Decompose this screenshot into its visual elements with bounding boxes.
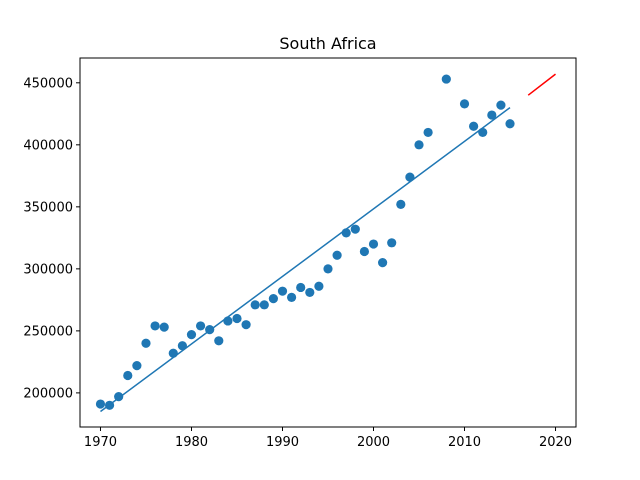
data-point: [195, 321, 206, 331]
data-point: [123, 370, 133, 381]
x-tick-label: 1990: [266, 435, 299, 450]
trend-line: [100, 107, 511, 413]
data-point: [359, 246, 370, 257]
x-axis-ticks: 1970 1980 1990 2000 2010 2020: [84, 427, 572, 450]
data-point: [286, 292, 297, 302]
data-point: [277, 286, 288, 296]
data-point: [141, 338, 151, 348]
y-tick-label: 400000: [23, 138, 73, 153]
data-point: [332, 250, 342, 260]
data-point: [496, 100, 506, 110]
x-tick-label: 1970: [84, 435, 117, 450]
data-point: [323, 264, 333, 274]
y-tick-label: 200000: [23, 386, 73, 401]
data-point: [159, 322, 169, 332]
data-point: [259, 300, 269, 310]
data-point: [505, 119, 515, 129]
chart-title: South Africa: [279, 34, 376, 53]
y-tick-label: 350000: [23, 200, 73, 215]
data-point: [214, 336, 224, 346]
x-tick-label: 2000: [357, 435, 390, 450]
data-point: [150, 321, 160, 331]
y-tick-label: 450000: [23, 76, 73, 91]
y-tick-label: 250000: [23, 324, 73, 339]
x-tick-label: 1980: [175, 435, 208, 450]
data-point: [423, 127, 433, 138]
data-point: [414, 140, 424, 150]
y-axis-ticks: 200000 250000 300000 350000 400000 450000: [23, 76, 80, 401]
data-point: [487, 110, 497, 120]
data-point: [396, 199, 406, 209]
x-tick-label: 2010: [448, 435, 481, 450]
data-point: [132, 361, 142, 371]
y-tick-label: 300000: [23, 262, 73, 277]
data-point: [469, 121, 479, 131]
data-point: [387, 238, 397, 248]
data-point: [268, 294, 278, 304]
x-tick-label: 2020: [539, 435, 572, 450]
data-point: [350, 224, 360, 234]
data-point: [378, 258, 388, 268]
plot-frame: [79, 57, 577, 428]
data-point: [368, 239, 379, 249]
data-point: [241, 320, 251, 330]
data-point: [168, 348, 178, 358]
data-point: [95, 399, 106, 409]
forecast-line: [527, 73, 556, 96]
data-point: [459, 99, 470, 109]
data-point: [314, 281, 324, 291]
data-point: [305, 287, 315, 298]
data-point: [186, 329, 197, 340]
data-point: [250, 300, 260, 310]
data-point: [478, 127, 488, 138]
data-point: [296, 282, 306, 293]
plot-series: [95, 73, 556, 413]
data-point: [177, 341, 187, 351]
data-point: [232, 313, 242, 324]
data-point: [441, 74, 451, 84]
